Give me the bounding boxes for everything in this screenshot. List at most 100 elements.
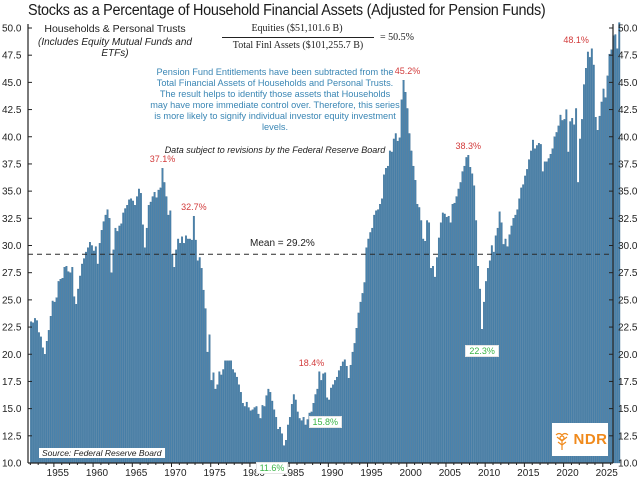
bar: [49, 316, 52, 464]
x-tick-label: 1980: [243, 468, 266, 479]
bar: [365, 247, 368, 464]
bar: [90, 245, 93, 464]
x-tick-label: 1970: [164, 468, 187, 479]
bar: [502, 244, 505, 464]
bar: [416, 204, 419, 464]
bar: [379, 204, 381, 464]
bar: [343, 359, 346, 464]
bar: [359, 301, 362, 464]
bar: [194, 239, 197, 464]
bar: [394, 133, 397, 464]
bar: [187, 238, 189, 464]
bar: [102, 221, 105, 464]
bar: [83, 258, 85, 464]
bar: [167, 214, 170, 464]
bar: [508, 234, 511, 464]
bar: [298, 418, 301, 464]
bar: [408, 133, 411, 464]
bar: [614, 34, 617, 464]
bar: [434, 276, 436, 464]
bar: [100, 230, 103, 464]
bar: [192, 215, 195, 464]
bar: [224, 360, 227, 464]
bar: [565, 109, 568, 464]
bar: [249, 410, 252, 464]
bar: [555, 132, 558, 464]
bar: [585, 68, 587, 464]
bar: [553, 136, 556, 464]
bar: [514, 214, 517, 464]
bar: [214, 388, 217, 464]
bar: [30, 321, 33, 464]
y-tick-label-left: 35.0: [2, 187, 22, 198]
bar: [473, 185, 476, 464]
bar: [273, 409, 276, 464]
bar: [89, 242, 91, 464]
bar: [459, 182, 462, 464]
bar: [469, 167, 472, 464]
bar: [418, 207, 421, 464]
bar: [349, 364, 352, 464]
bar: [96, 263, 99, 464]
bar: [530, 150, 532, 464]
bar: [437, 237, 440, 464]
bar: [98, 243, 101, 464]
y-tick-label-left: 22.5: [2, 323, 22, 334]
bar: [616, 48, 619, 464]
bar: [485, 281, 487, 464]
bar: [171, 254, 174, 464]
y-tick-label-right: 27.5: [618, 268, 638, 279]
y-tick-label-right: 45.0: [618, 78, 638, 89]
bar: [590, 48, 593, 464]
bar: [545, 161, 548, 464]
bar: [328, 399, 331, 464]
bar: [543, 161, 546, 464]
bar: [188, 238, 191, 464]
y-tick-label-left: 50.0: [2, 24, 22, 35]
bar: [45, 341, 48, 464]
bar: [296, 411, 299, 464]
bar: [583, 84, 585, 464]
bar: [506, 246, 509, 464]
bar: [116, 231, 119, 464]
bar: [108, 218, 111, 464]
bar: [436, 257, 438, 464]
bar: [196, 260, 199, 464]
bar: [173, 267, 176, 464]
bar: [412, 165, 415, 464]
bar: [551, 148, 554, 464]
bar: [371, 227, 374, 464]
bar: [132, 200, 134, 464]
formula-denominator: Total Finl Assets ($101,255.7 B): [232, 40, 364, 51]
bar: [147, 205, 150, 464]
bar: [283, 445, 285, 464]
bar: [285, 440, 287, 464]
y-tick-label-left: 25.0: [2, 295, 22, 306]
formula-divider: [222, 37, 374, 38]
x-tick-label: 2015: [517, 468, 540, 479]
x-tick-label: 1965: [125, 468, 148, 479]
bar: [277, 429, 280, 464]
y-tick-label-left: 27.5: [2, 268, 22, 279]
bar: [608, 53, 611, 464]
y-tick-label-right: 22.5: [618, 323, 638, 334]
bar: [222, 369, 225, 464]
bar: [79, 275, 82, 464]
bar: [385, 168, 387, 464]
legend-subtitle: (Includes Equity Mutual Funds and ETFs): [38, 37, 192, 59]
bar: [387, 165, 389, 464]
x-tick-label: 2010: [478, 468, 501, 479]
bar: [461, 171, 464, 464]
bar: [265, 395, 268, 464]
bar: [504, 238, 507, 464]
bar: [134, 205, 136, 464]
bar: [428, 222, 431, 464]
bar: [165, 196, 168, 464]
bar: [588, 57, 591, 464]
bar: [51, 300, 54, 464]
x-tick-label: 2005: [439, 468, 462, 479]
annotation-label: 22.3%: [465, 345, 499, 358]
bar: [610, 49, 613, 464]
y-tick-label-right: 10.0: [618, 459, 638, 470]
bar: [130, 198, 133, 464]
